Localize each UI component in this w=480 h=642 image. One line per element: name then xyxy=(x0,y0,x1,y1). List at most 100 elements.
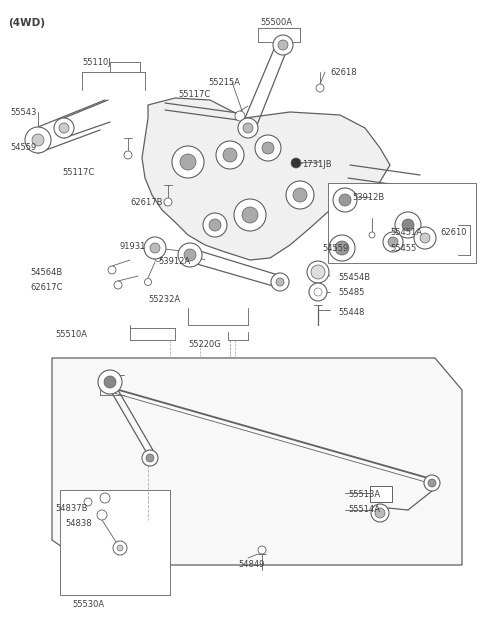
Circle shape xyxy=(278,40,288,50)
Text: 55455: 55455 xyxy=(390,244,416,253)
Circle shape xyxy=(203,213,227,237)
Circle shape xyxy=(117,545,123,551)
Circle shape xyxy=(428,479,436,487)
Circle shape xyxy=(286,181,314,209)
Circle shape xyxy=(402,219,414,231)
Circle shape xyxy=(388,237,398,247)
Bar xyxy=(328,183,476,263)
Text: 54559: 54559 xyxy=(10,143,36,152)
Text: 55448: 55448 xyxy=(338,308,364,317)
Circle shape xyxy=(243,123,253,133)
Circle shape xyxy=(273,35,293,55)
Text: 55215A: 55215A xyxy=(208,78,240,87)
Text: 53912A: 53912A xyxy=(158,257,190,266)
Text: (4WD): (4WD) xyxy=(8,18,45,28)
Circle shape xyxy=(97,510,107,520)
Circle shape xyxy=(178,243,202,267)
Text: 54838: 54838 xyxy=(65,519,92,528)
Circle shape xyxy=(180,154,196,170)
Circle shape xyxy=(124,151,132,159)
Circle shape xyxy=(255,135,281,161)
Circle shape xyxy=(329,235,355,261)
Circle shape xyxy=(242,207,258,223)
Circle shape xyxy=(383,232,403,252)
Text: 55117C: 55117C xyxy=(62,168,94,177)
Circle shape xyxy=(238,118,258,138)
Polygon shape xyxy=(142,98,390,260)
Text: 55514A: 55514A xyxy=(348,505,380,514)
Text: 91931: 91931 xyxy=(120,242,146,251)
Text: 62617B: 62617B xyxy=(130,198,163,207)
Circle shape xyxy=(142,450,158,466)
Circle shape xyxy=(314,288,322,296)
Circle shape xyxy=(424,475,440,491)
Circle shape xyxy=(234,199,266,231)
Text: 54564B: 54564B xyxy=(30,268,62,277)
Circle shape xyxy=(84,498,92,506)
Circle shape xyxy=(98,370,122,394)
Bar xyxy=(370,486,392,502)
Text: 55500A: 55500A xyxy=(260,18,292,27)
Circle shape xyxy=(216,141,244,169)
Circle shape xyxy=(307,261,329,283)
Circle shape xyxy=(333,188,357,212)
Circle shape xyxy=(223,148,237,162)
Circle shape xyxy=(113,541,127,555)
Text: 55513A: 55513A xyxy=(348,490,380,499)
Text: 62617C: 62617C xyxy=(30,283,62,292)
Circle shape xyxy=(262,142,274,154)
Circle shape xyxy=(209,219,221,231)
Polygon shape xyxy=(52,358,462,565)
Circle shape xyxy=(369,232,375,238)
Circle shape xyxy=(54,118,74,138)
Bar xyxy=(60,490,170,595)
Circle shape xyxy=(371,504,389,522)
Text: 55543: 55543 xyxy=(10,108,36,117)
Text: 62610: 62610 xyxy=(440,228,467,237)
Text: 55220G: 55220G xyxy=(188,340,221,349)
Circle shape xyxy=(258,546,266,554)
Circle shape xyxy=(339,194,351,206)
Text: 54559: 54559 xyxy=(322,244,348,253)
Text: 1731JB: 1731JB xyxy=(302,160,332,169)
Circle shape xyxy=(114,281,122,289)
Circle shape xyxy=(146,454,154,462)
Circle shape xyxy=(291,158,301,168)
Circle shape xyxy=(309,283,327,301)
Text: 55454B: 55454B xyxy=(338,273,370,282)
Circle shape xyxy=(335,241,349,255)
Circle shape xyxy=(59,123,69,133)
Text: 54837B: 54837B xyxy=(55,504,87,513)
Circle shape xyxy=(144,279,152,286)
Circle shape xyxy=(311,265,325,279)
Circle shape xyxy=(25,127,51,153)
Circle shape xyxy=(100,493,110,503)
Text: 62618: 62618 xyxy=(330,68,357,77)
Circle shape xyxy=(420,233,430,243)
Text: 55451A: 55451A xyxy=(390,228,422,237)
Circle shape xyxy=(184,249,196,261)
Circle shape xyxy=(276,278,284,286)
Circle shape xyxy=(155,254,161,261)
Circle shape xyxy=(150,243,160,253)
Circle shape xyxy=(395,212,421,238)
Circle shape xyxy=(104,376,116,388)
Circle shape xyxy=(164,198,172,206)
Circle shape xyxy=(172,146,204,178)
Circle shape xyxy=(293,188,307,202)
Text: 54849: 54849 xyxy=(238,560,264,569)
Text: 53912B: 53912B xyxy=(352,193,384,202)
Circle shape xyxy=(108,266,116,274)
Circle shape xyxy=(32,134,44,146)
Text: 55485: 55485 xyxy=(338,288,364,297)
Text: 55110J: 55110J xyxy=(82,58,111,67)
Circle shape xyxy=(375,508,385,518)
Text: 55530A: 55530A xyxy=(72,600,104,609)
Circle shape xyxy=(316,84,324,92)
Text: 55117C: 55117C xyxy=(178,90,210,99)
Circle shape xyxy=(414,227,436,249)
Text: 55510A: 55510A xyxy=(55,330,87,339)
Circle shape xyxy=(235,111,245,121)
Circle shape xyxy=(271,273,289,291)
Text: 55232A: 55232A xyxy=(148,295,180,304)
